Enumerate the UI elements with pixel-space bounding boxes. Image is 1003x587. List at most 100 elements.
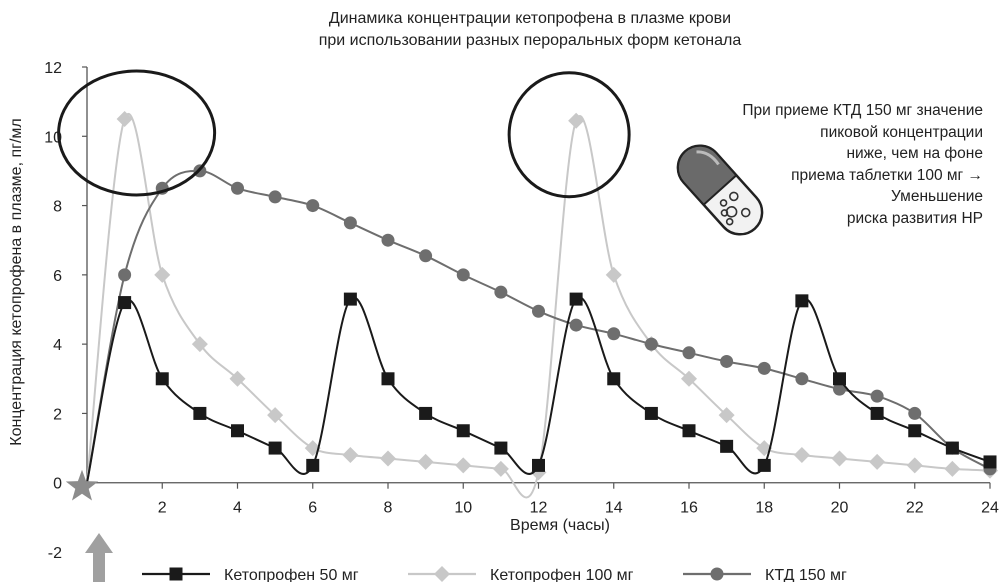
series-3-point [569, 318, 583, 332]
series-2-point [455, 457, 472, 474]
series-3-point [644, 337, 658, 351]
series-2-line [86, 113, 991, 499]
legend: Кетопрофен 50 мг Кетопрофен 100 мг КТД 150… [142, 566, 847, 584]
series-3-point [231, 181, 244, 195]
series-3-point [607, 327, 621, 341]
legend-label: Кетопрофен 100 мг [490, 567, 634, 582]
series-1-point [381, 372, 395, 386]
series-1-point [343, 292, 357, 306]
series-2-point [191, 336, 208, 353]
series-1-point [532, 458, 545, 472]
chart-title-line-1: Динамика концентрации кетопрофена в плаз… [328, 10, 732, 27]
series-2-point [154, 266, 171, 283]
series-2-point [831, 450, 848, 467]
series-3-point [870, 389, 884, 403]
series-1-point [193, 406, 207, 420]
x-tick-label: 6 [308, 500, 317, 517]
series-3-point [306, 199, 320, 213]
series-1-point [757, 458, 771, 472]
series-1-point [983, 455, 997, 469]
series-2-point [944, 460, 961, 477]
series-2-point [568, 112, 585, 129]
series-3-point [532, 304, 545, 318]
annotation-line-1: При приеме КТД 150 мг значение [742, 102, 983, 119]
series-2-point [906, 457, 923, 474]
x-tick-label: 18 [755, 500, 773, 517]
series-3-point [456, 268, 470, 282]
series-1-point [231, 424, 244, 438]
annotation-line-5: Уменьшение [891, 188, 983, 205]
series-1-point [908, 424, 922, 438]
series-3-point [757, 361, 771, 375]
x-tick-label: 8 [384, 500, 393, 517]
series-layer [86, 110, 998, 499]
series-3-point [795, 372, 809, 386]
series-1-point [644, 406, 658, 420]
x-tick-label: 2 [158, 500, 167, 517]
series-1 [86, 292, 997, 483]
series-3-point [720, 354, 734, 368]
series-3-point [118, 268, 132, 282]
legend-item-2: Кетопрофен 100 мг [408, 566, 634, 584]
y-axis-label: Концентрация кетопрофена в плазме, пг/мл [8, 118, 25, 445]
annotation-line-4: приема таблетки 100 мг → [791, 166, 983, 184]
capsule-dark-half [676, 144, 738, 207]
series-1-line [86, 296, 991, 483]
series-2-point [681, 370, 697, 387]
series-2-point [793, 447, 810, 463]
series-3-point [419, 249, 433, 263]
y-tick-label: 4 [53, 337, 62, 354]
peak-highlight-circle [507, 71, 631, 199]
capsule-icon [676, 144, 764, 236]
x-tick-label: 10 [454, 500, 472, 517]
series-1-point [306, 458, 320, 472]
series-2-point [417, 453, 434, 470]
annotation-line-2: пиковой концентрации [820, 123, 983, 141]
x-tick-label: 20 [831, 500, 849, 517]
y-tick-label: 2 [53, 406, 62, 423]
series-2-point [718, 407, 735, 424]
origin-star-icon [65, 469, 99, 501]
legend-label: Кетопрофен 50 мг [224, 567, 359, 582]
capsule-highlight [696, 150, 720, 166]
series-3-point [343, 216, 357, 230]
series-3-point [381, 233, 395, 247]
legend-marker [710, 567, 724, 581]
y-tick-label: 12 [44, 60, 62, 77]
annotation-line-3: ниже, чем на фоне [846, 145, 983, 162]
y-tick-label: 0 [53, 476, 62, 493]
capsule-granule [720, 209, 729, 217]
series-2-point [605, 266, 622, 283]
series-2-point [342, 447, 359, 463]
legend-item-1: Кетопрофен 50 мг [142, 567, 359, 584]
series-1-point [607, 372, 621, 386]
capsule-granule [725, 206, 738, 218]
series-3-point [833, 382, 846, 396]
legend-marker [434, 566, 450, 582]
series-2-point [380, 450, 396, 467]
x-tick-label: 24 [981, 500, 999, 517]
series-1-point [419, 406, 433, 420]
legend-marker [169, 567, 183, 581]
y-tick-label: -2 [48, 545, 62, 562]
series-1-point [720, 439, 734, 453]
series-1-point [795, 294, 809, 308]
capsule-granule [725, 217, 734, 226]
capsule-granule [729, 191, 739, 202]
series-2-point [267, 407, 284, 424]
series-3-point [908, 406, 922, 420]
series-1-point [569, 292, 583, 306]
series-3-point [494, 285, 508, 299]
peak-highlight-circle [57, 69, 217, 197]
series-2-point [116, 110, 133, 127]
x-tick-label: 14 [605, 500, 623, 517]
capsule-granule [740, 207, 751, 218]
capsule-granule [719, 199, 728, 207]
decor-layer [57, 69, 764, 582]
series-1-point [118, 296, 132, 310]
annotation-line-6: риска развития НР [846, 209, 983, 227]
series-1-point [833, 372, 846, 386]
series-1-point [682, 424, 696, 438]
series-1-point [456, 424, 470, 438]
